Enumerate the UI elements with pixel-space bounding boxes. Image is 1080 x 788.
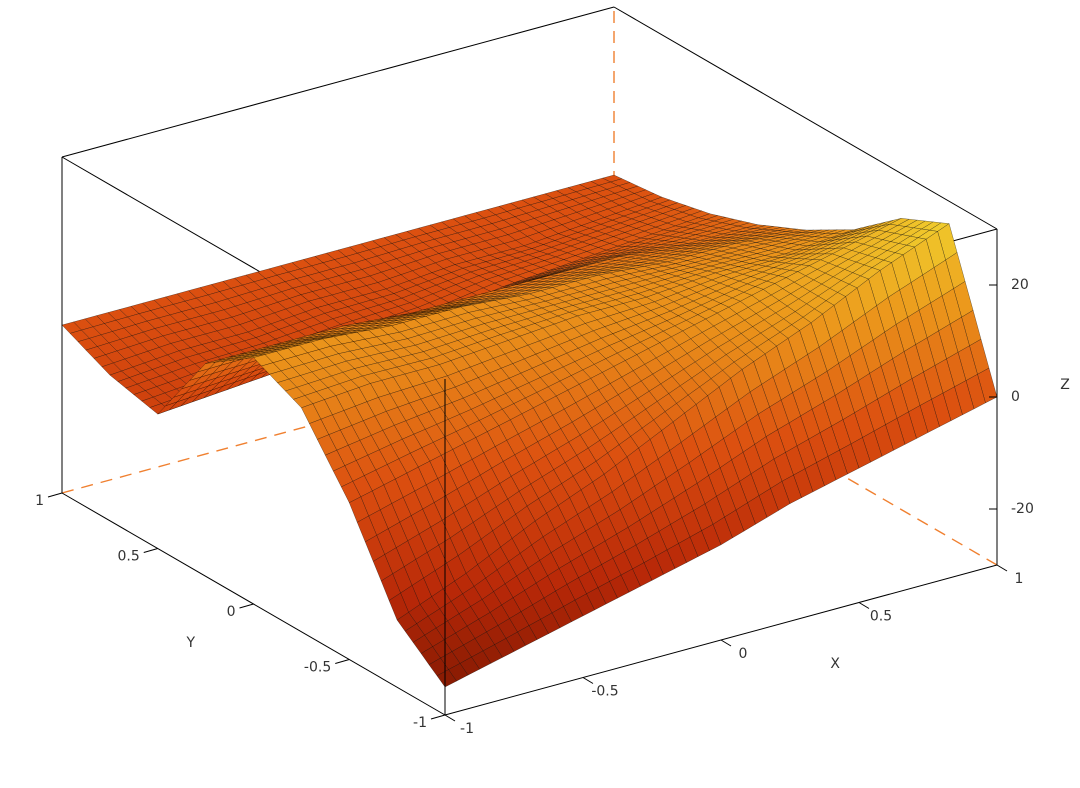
y-tick bbox=[239, 603, 254, 609]
y-tick-label: -0.5 bbox=[304, 660, 331, 676]
y-tick-label: 1 bbox=[35, 493, 44, 509]
x-tick-label: -1 bbox=[460, 721, 474, 737]
axis-labels: -1 -0.5 0 0.5 1 -1 -0.5 0 0.5 1 -20 0 20 X Y Z bbox=[35, 277, 1070, 737]
y-tick bbox=[47, 492, 63, 498]
x-tick bbox=[582, 677, 594, 684]
z-tick-label: -20 bbox=[1011, 501, 1034, 517]
z-tick-label: 20 bbox=[1011, 277, 1029, 293]
y-tick bbox=[335, 659, 350, 664]
z-tick-label: 0 bbox=[1011, 389, 1020, 405]
y-tick bbox=[143, 548, 158, 553]
box-edges bbox=[47, 229, 1008, 722]
x-tick-label: 0.5 bbox=[870, 609, 892, 625]
x-axis-label: X bbox=[830, 656, 840, 672]
surface bbox=[61, 174, 998, 688]
z-axis-label: Z bbox=[1060, 377, 1070, 393]
x-tick bbox=[996, 564, 1008, 572]
x-tick bbox=[720, 639, 732, 647]
x-tick-label: 1 bbox=[1015, 571, 1024, 587]
y-tick-label: 0 bbox=[227, 604, 236, 620]
y-axis-label: Y bbox=[186, 635, 196, 651]
y-tick bbox=[430, 714, 446, 720]
x-tick-label: 0 bbox=[739, 646, 748, 662]
y-tick-label: -1 bbox=[413, 715, 427, 731]
x-tick bbox=[858, 602, 870, 609]
y-tick-label: 0.5 bbox=[117, 549, 139, 565]
box-edge bbox=[61, 6, 615, 158]
x-tick bbox=[444, 714, 456, 722]
surface-facet bbox=[436, 669, 457, 688]
x-tick-label: -0.5 bbox=[591, 684, 618, 700]
box-edge bbox=[613, 6, 998, 230]
